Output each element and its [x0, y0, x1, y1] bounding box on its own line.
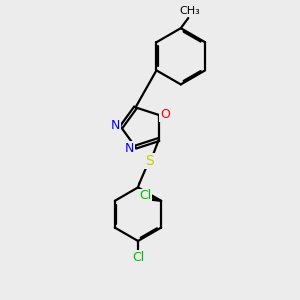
Text: Cl: Cl	[132, 251, 144, 264]
Text: N: N	[110, 119, 120, 132]
Text: CH₃: CH₃	[179, 6, 200, 16]
Text: N: N	[125, 142, 134, 155]
Text: Cl: Cl	[139, 190, 151, 202]
Text: O: O	[160, 109, 170, 122]
Text: S: S	[145, 154, 154, 169]
